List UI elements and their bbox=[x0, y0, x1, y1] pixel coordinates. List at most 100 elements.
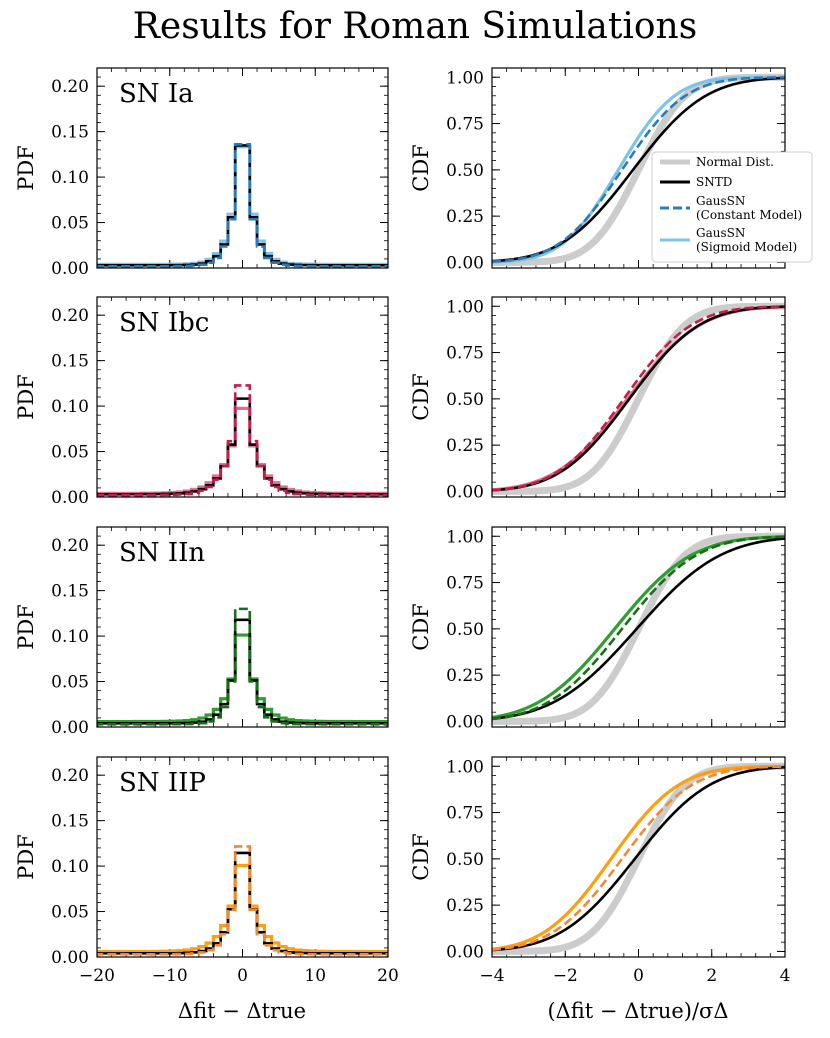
y-tick-label: 0.50 bbox=[446, 620, 484, 640]
y-tick-label: 0.05 bbox=[51, 903, 89, 923]
y-tick-label: 0.75 bbox=[446, 115, 484, 135]
y-tick-label: 0.00 bbox=[446, 942, 484, 962]
figure-title: Results for Roman Simulations bbox=[133, 6, 697, 47]
x-tick-label: 20 bbox=[377, 966, 399, 986]
cdf-series-normal-dist- bbox=[492, 302, 785, 495]
legend-label-constant-1: GausSN bbox=[696, 194, 745, 208]
y-tick-label: 0.00 bbox=[51, 488, 89, 508]
y-tick-label: 1.00 bbox=[446, 68, 484, 88]
panel-2-cdf: 0.00 0.25 0.50 0.75 1.00 CDF bbox=[409, 296, 786, 502]
panel-1-cdf: 0.00 0.25 0.50 0.75 1.00 CDF bbox=[409, 67, 786, 273]
legend: Normal Dist. SNTD GausSN (Constant Model… bbox=[651, 151, 813, 263]
pdf-ylabel: PDF bbox=[14, 374, 38, 420]
y-tick-label: 0.25 bbox=[446, 666, 484, 686]
cdf-series-gaussn-sigmoid-model- bbox=[492, 535, 785, 720]
y-tick-label: 0.10 bbox=[51, 397, 89, 417]
y-tick-label: 1.00 bbox=[446, 527, 484, 547]
cdf-series-gaussn-sigmoid-model- bbox=[492, 764, 785, 951]
x-tick-label: −4 bbox=[479, 966, 504, 986]
pdf-ylabel: PDF bbox=[14, 834, 38, 880]
y-tick-label: 1.00 bbox=[446, 757, 484, 777]
panels: 0.00 0.05 0.10 0.15 0.20 PDF SN Ia 0.00 0.25 0.50… bbox=[14, 67, 791, 986]
legend-label-sigmoid-2: (Sigmoid Model) bbox=[696, 240, 797, 254]
pdf-series-gaussn-sigmoid-model- bbox=[97, 633, 388, 727]
panel-type-label: SN Ibc bbox=[119, 308, 209, 338]
panel-3-pdf: 0.00 0.05 0.10 0.15 0.20 PDF SN IIn bbox=[14, 526, 389, 738]
axes-frame bbox=[96, 526, 389, 728]
y-tick-label: 1.00 bbox=[446, 297, 484, 317]
y-tick-label: 0.25 bbox=[446, 436, 484, 456]
cdf-series-sntd bbox=[492, 76, 785, 263]
axes-frame bbox=[491, 756, 786, 958]
pdf-series-gaussn-sigmoid-model- bbox=[97, 406, 388, 497]
panel-3-cdf: 0.00 0.25 0.50 0.75 1.00 CDF bbox=[409, 526, 786, 732]
cdf-xlabel: (Δfit − Δtrue)/σΔ bbox=[547, 999, 728, 1023]
y-tick-label: 0.15 bbox=[51, 582, 89, 602]
y-tick-label: 0.10 bbox=[51, 627, 89, 647]
y-tick-label: 0.05 bbox=[51, 673, 89, 693]
y-tick-label: 0.75 bbox=[446, 344, 484, 364]
y-tick-label: 0.20 bbox=[51, 306, 89, 326]
cdf-series-gaussn-constant-model- bbox=[492, 305, 785, 492]
pdf-ylabel: PDF bbox=[14, 604, 38, 650]
y-tick-label: 0.05 bbox=[51, 214, 89, 234]
cdf-series-gaussn-constant-model- bbox=[492, 76, 785, 263]
y-tick-label: 0.10 bbox=[51, 168, 89, 188]
y-tick-label: 0.15 bbox=[51, 812, 89, 832]
cdf-series-normal-dist- bbox=[492, 532, 785, 725]
panel-2-pdf: 0.00 0.05 0.10 0.15 0.20 PDF SN Ibc bbox=[14, 296, 389, 508]
panel-1-pdf: 0.00 0.05 0.10 0.15 0.20 PDF SN Ia bbox=[14, 67, 389, 279]
pdf-xlabel: Δfit − Δtrue bbox=[178, 999, 306, 1023]
axes-frame bbox=[96, 296, 389, 498]
pdf-series-gaussn-constant-model- bbox=[97, 384, 388, 497]
pdf-ylabel: PDF bbox=[14, 145, 38, 191]
pdf-series-sntd bbox=[97, 397, 388, 497]
y-tick-label: 0.00 bbox=[446, 253, 484, 273]
y-tick-label: 0.25 bbox=[446, 896, 484, 916]
legend-frame bbox=[651, 151, 813, 263]
x-tick-label: −20 bbox=[79, 966, 115, 986]
y-tick-label: 0.05 bbox=[51, 443, 89, 463]
legend-label-constant-2: (Constant Model) bbox=[696, 208, 802, 222]
y-tick-label: 0.10 bbox=[51, 857, 89, 877]
y-tick-label: 0.00 bbox=[446, 482, 484, 502]
legend-label-normal: Normal Dist. bbox=[696, 155, 774, 169]
pdf-series-sntd bbox=[97, 851, 388, 957]
cdf-series-gaussn-constant-model- bbox=[492, 765, 785, 952]
pdf-series-sntd bbox=[97, 144, 388, 268]
x-tick-label: 2 bbox=[706, 966, 717, 986]
y-tick-label: 0.50 bbox=[446, 390, 484, 410]
axes-frame bbox=[96, 67, 389, 269]
pdf-series-gaussn-sigmoid-model- bbox=[97, 145, 388, 268]
y-tick-label: 0.75 bbox=[446, 804, 484, 824]
x-tick-label: 10 bbox=[304, 966, 326, 986]
x-tick-label: 0 bbox=[237, 966, 248, 986]
axes-frame bbox=[491, 526, 786, 728]
y-tick-label: 0.20 bbox=[51, 77, 89, 97]
cdf-series-normal-dist- bbox=[492, 762, 785, 955]
pdf-series-gaussn-constant-model- bbox=[97, 607, 388, 727]
cdf-ylabel: CDF bbox=[409, 603, 433, 650]
panel-type-label: SN IIP bbox=[119, 768, 206, 798]
y-tick-label: 0.15 bbox=[51, 123, 89, 143]
cdf-series-sntd bbox=[492, 305, 785, 492]
axes-frame bbox=[96, 756, 389, 958]
panel-type-label: SN Ia bbox=[119, 79, 194, 109]
axes-frame bbox=[491, 296, 786, 498]
y-tick-label: 0.20 bbox=[51, 536, 89, 556]
legend-label-sntd: SNTD bbox=[696, 175, 732, 189]
pdf-series-gaussn-constant-model- bbox=[97, 143, 388, 268]
y-tick-label: 0.00 bbox=[51, 948, 89, 968]
panel-4-pdf: −20 −10 0 10 20 0.00 0.05 0.10 0.15 0.20 PDF SN IIP bbox=[14, 756, 399, 986]
panel-type-label: SN IIn bbox=[119, 538, 205, 568]
legend-label-sigmoid-1: GausSN bbox=[696, 226, 745, 240]
cdf-ylabel: CDF bbox=[409, 144, 433, 191]
y-tick-label: 0.00 bbox=[51, 718, 89, 738]
x-tick-label: 4 bbox=[780, 966, 791, 986]
y-tick-label: 0.25 bbox=[446, 207, 484, 227]
panel-4-cdf: −4 −2 0 2 4 0.00 0.25 0.50 0.75 1.00 CDF bbox=[409, 756, 791, 986]
cdf-series-gaussn-constant-model- bbox=[492, 535, 785, 721]
y-tick-label: 0.00 bbox=[446, 712, 484, 732]
x-tick-label: −10 bbox=[152, 966, 188, 986]
